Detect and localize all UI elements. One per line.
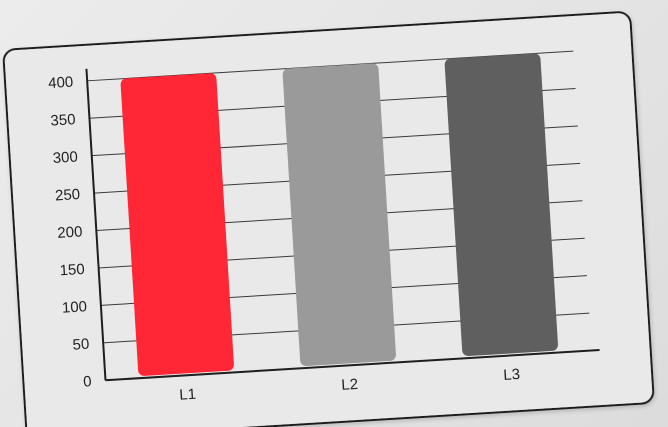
y-tick-label: 200 <box>57 223 83 241</box>
plot-area: 0 50 100 150 200 250 300 350 400 L1 L2 L3 <box>48 50 600 404</box>
chart-card: 0 50 100 150 200 250 300 350 400 L1 L2 L3 <box>2 11 655 427</box>
y-tick-label: 300 <box>52 149 78 167</box>
y-tick-label: 400 <box>48 74 74 92</box>
y-tick-label: 350 <box>50 111 76 129</box>
bar-l1 <box>120 73 234 376</box>
y-tick-label: 150 <box>59 261 85 279</box>
bar-l3 <box>444 53 558 357</box>
x-category-label: L1 <box>179 386 197 404</box>
y-tick-label: 50 <box>72 336 90 354</box>
x-category-label: L2 <box>341 376 359 394</box>
y-axis <box>85 68 107 381</box>
y-tick-label: 250 <box>55 186 81 204</box>
y-tick-label: 100 <box>61 298 87 316</box>
y-tick-label: 0 <box>83 373 92 390</box>
x-category-label: L3 <box>503 366 521 384</box>
x-axis <box>105 349 600 382</box>
bar-l2 <box>282 63 396 366</box>
